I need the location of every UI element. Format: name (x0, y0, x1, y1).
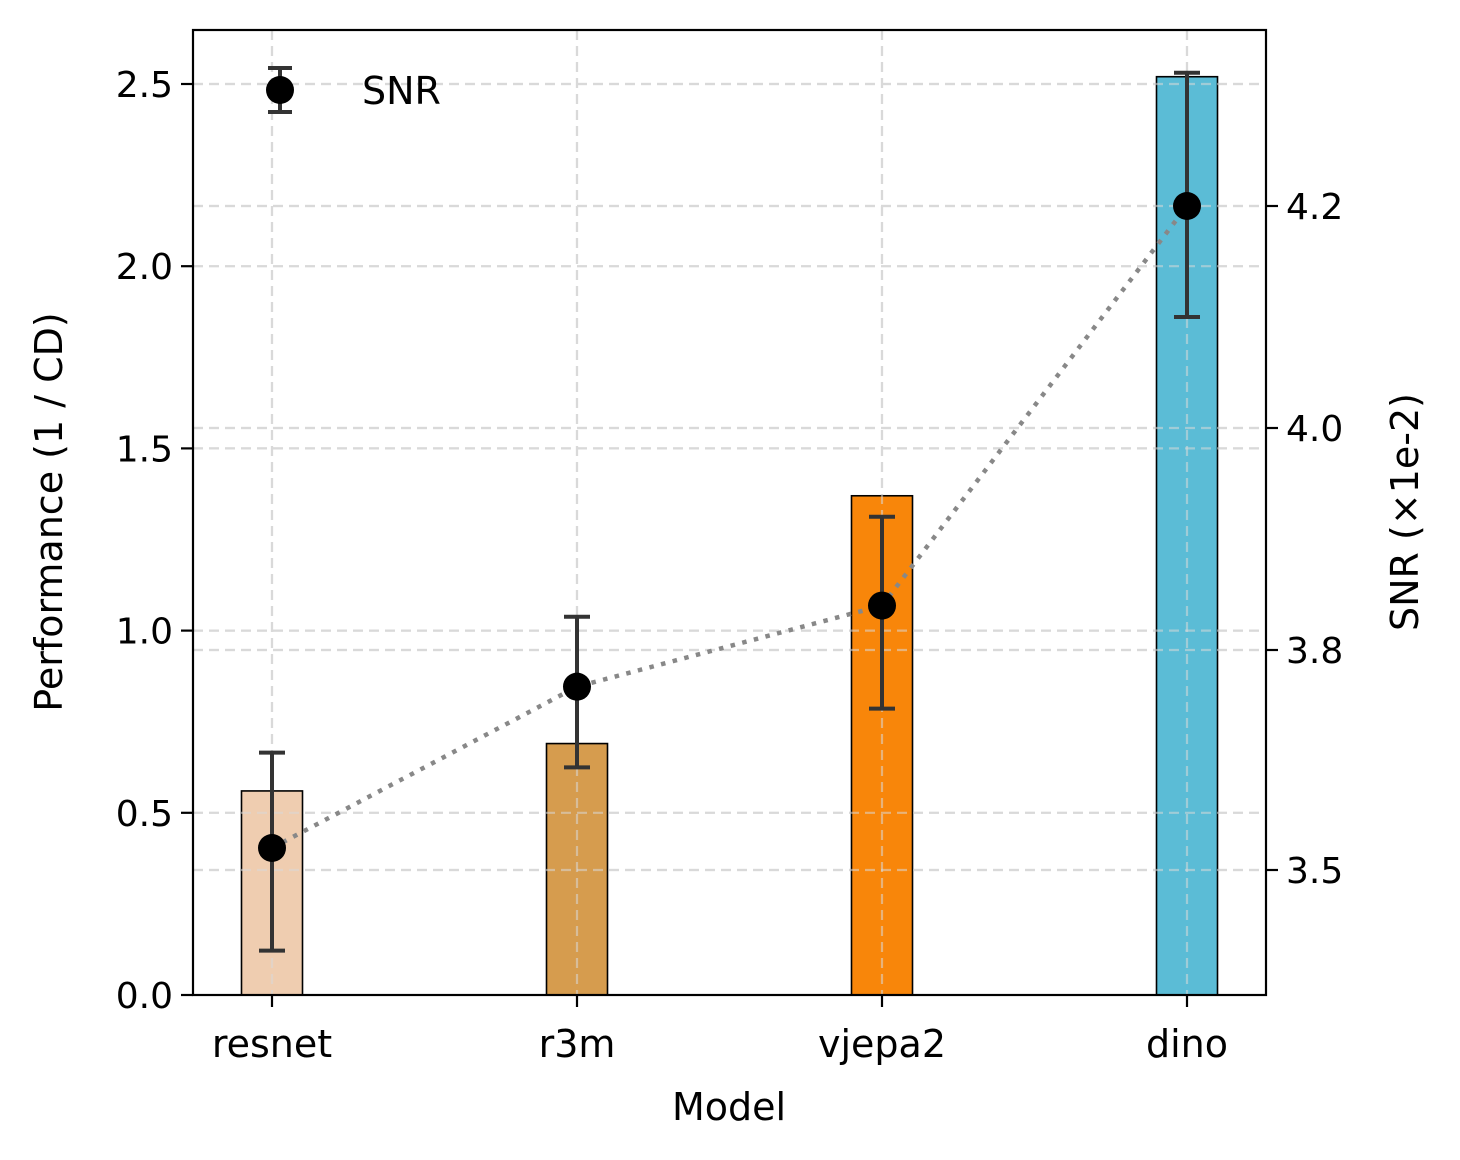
x-tick-label: dino (1146, 1022, 1228, 1066)
snr-points (258, 70, 1201, 953)
snr-line (270, 204, 1189, 850)
legend-label: SNR (362, 69, 441, 113)
legend-marker (266, 76, 294, 104)
snr-point-resnet (258, 834, 286, 862)
x-axis-label: Model (672, 1085, 786, 1129)
bars (240, 75, 1219, 996)
y-axis-left: 0.0 0.5 1.0 1.5 2.0 2.5 (116, 65, 193, 1017)
y-tick-label: 1.5 (116, 429, 173, 470)
y-tick-label: 1.0 (116, 612, 173, 653)
plot-frame (191, 28, 1268, 997)
snr-dotted-line (270, 204, 1189, 850)
x-axis: resnet r3m vjepa2 dino (212, 995, 1228, 1066)
y2-tick-label: 4.0 (1286, 409, 1343, 450)
y2-tick-label: 3.8 (1286, 631, 1343, 672)
snr-point-dino (1173, 192, 1201, 220)
x-tick-label: vjepa2 (818, 1022, 946, 1066)
y-tick-label: 2.5 (116, 65, 173, 106)
snr-point-r3m (563, 672, 591, 701)
y2-tick-label: 4.2 (1286, 187, 1343, 228)
snr-point-vjepa2 (868, 591, 896, 620)
y-tick-label: 0.0 (116, 976, 173, 1017)
legend: SNR (266, 66, 441, 114)
y-tick-label: 0.5 (116, 794, 173, 835)
y-axis-right: 3.5 3.8 4.0 4.2 (1266, 187, 1343, 892)
grid (193, 30, 1266, 995)
y-axis-label: Performance (1 / CD) (27, 312, 71, 711)
y2-axis-label: SNR (×1e-2) (1383, 393, 1427, 631)
y-tick-label: 2.0 (116, 247, 173, 288)
grid-overlay (193, 30, 1266, 995)
x-tick-label: resnet (212, 1022, 332, 1066)
y2-tick-label: 3.5 (1286, 851, 1343, 892)
x-tick-label: r3m (539, 1022, 616, 1066)
